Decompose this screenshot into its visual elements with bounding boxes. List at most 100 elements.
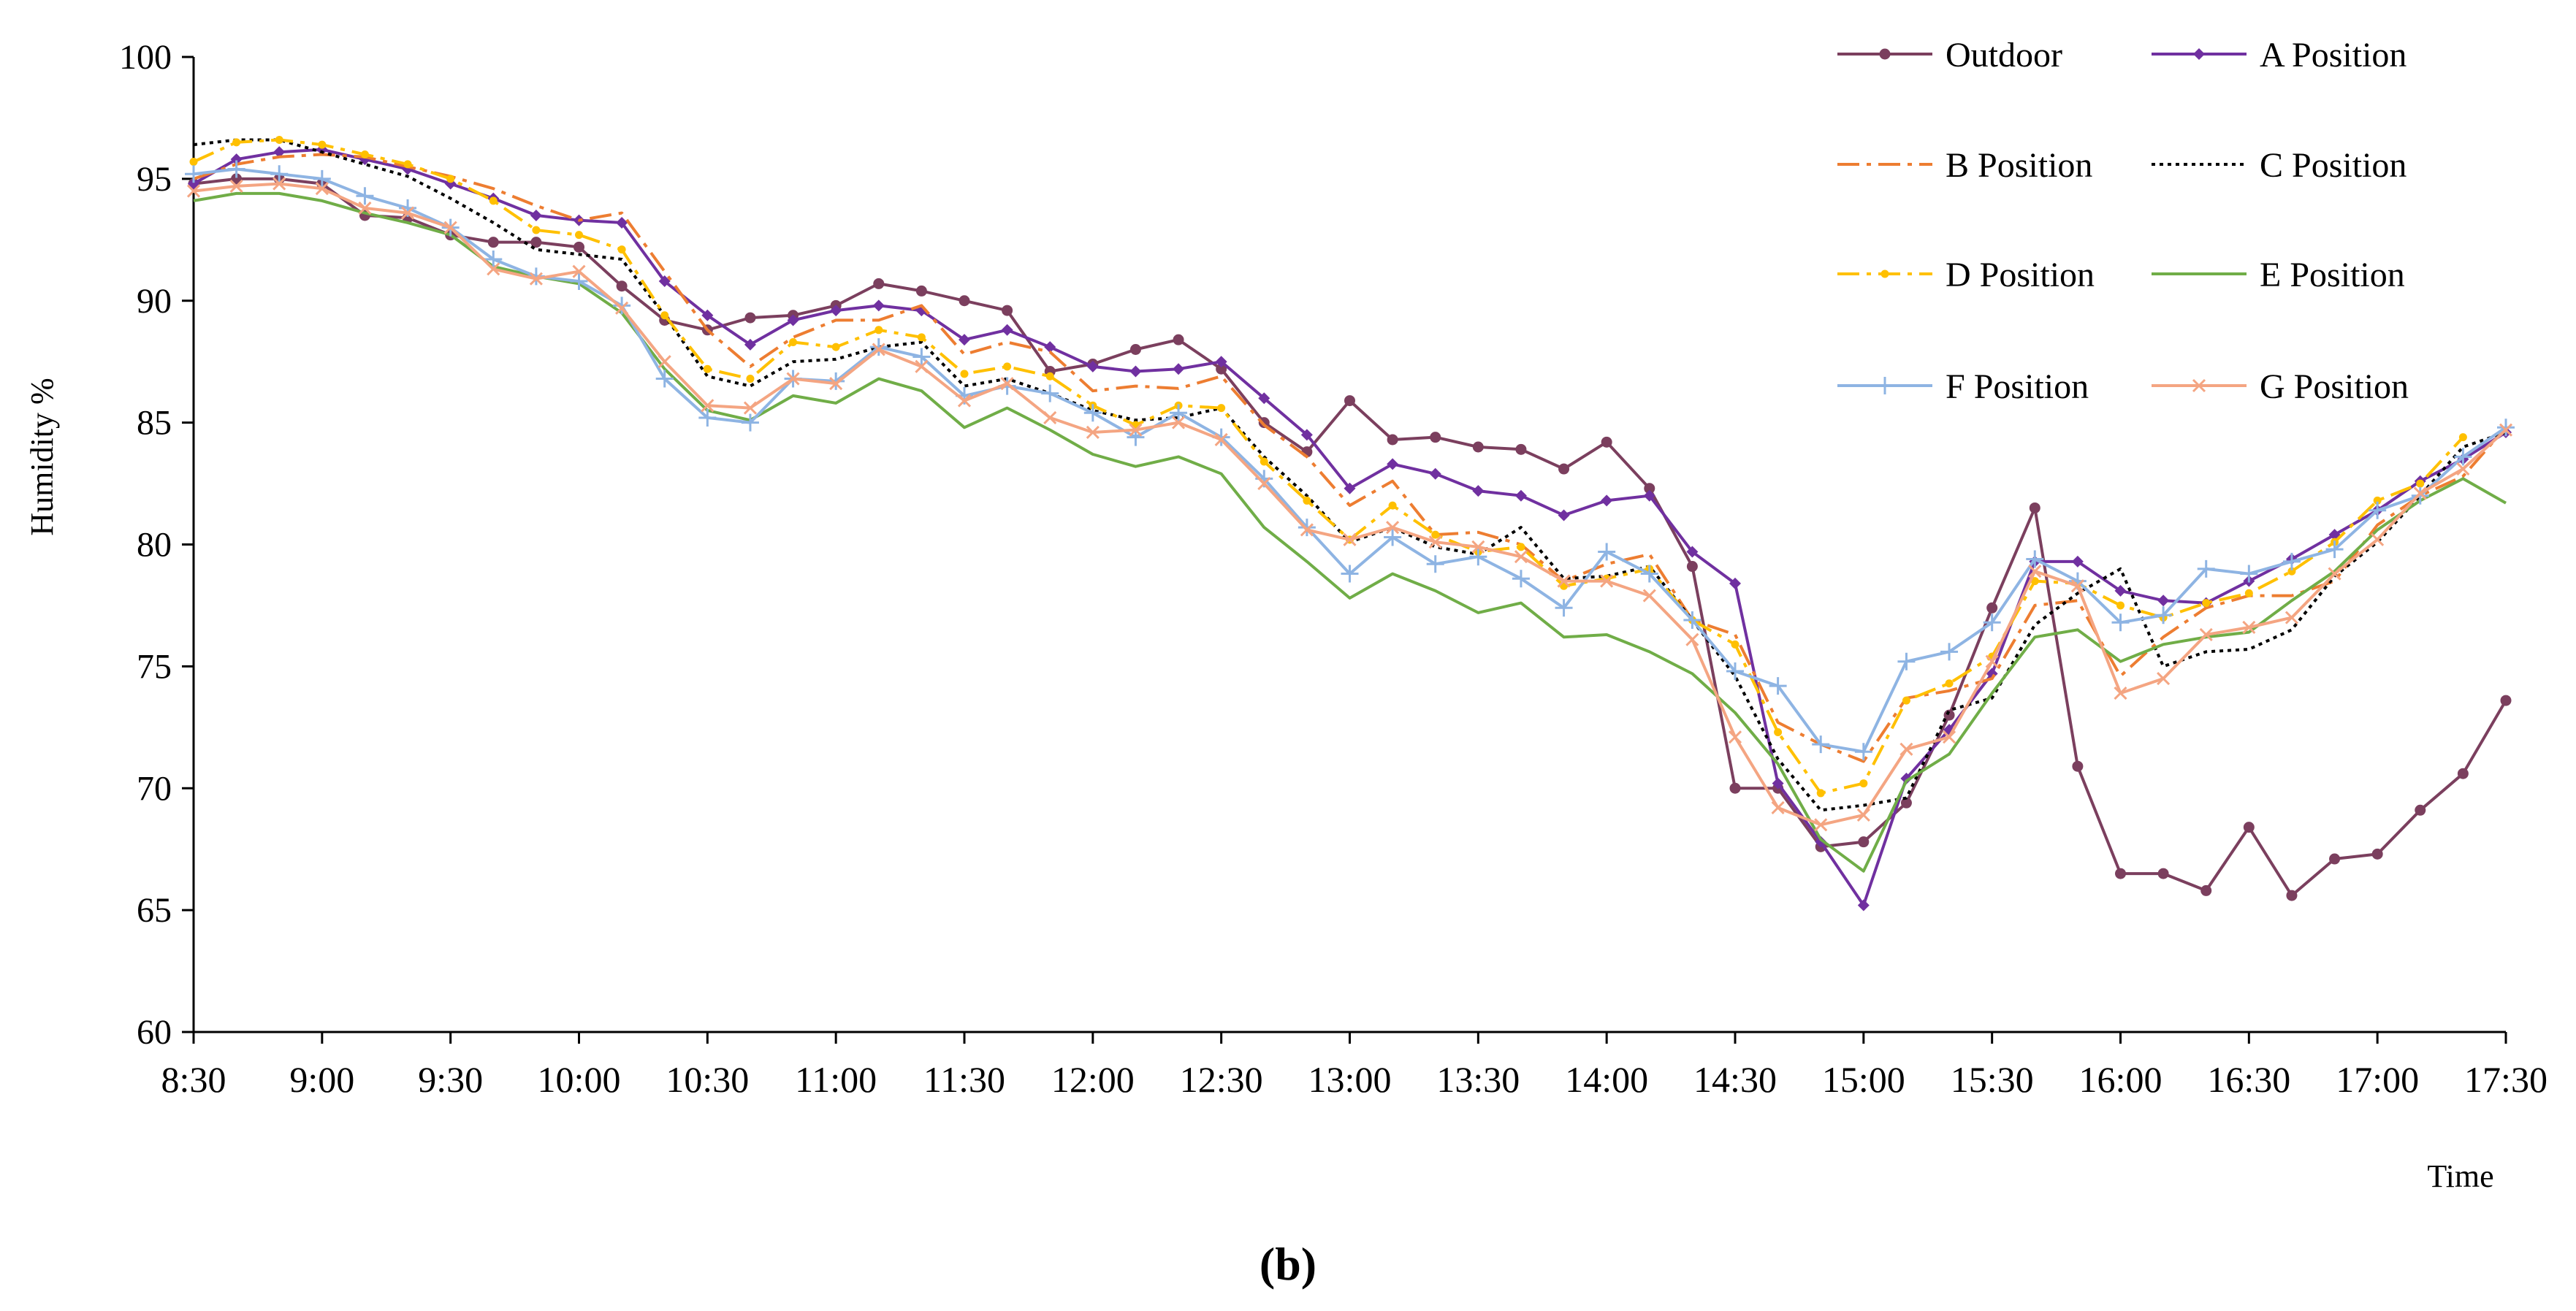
data-point-outdoor	[2115, 868, 2126, 879]
data-point-outdoor	[530, 237, 542, 248]
data-point-g-position	[915, 359, 929, 373]
legend-item-c-position: C Position	[2152, 146, 2407, 185]
data-point-g-position	[2114, 687, 2127, 700]
data-point-g-position	[1600, 574, 1614, 588]
data-point-f-position	[2497, 418, 2515, 437]
legend-marker-g-position	[2192, 378, 2206, 393]
data-point-f-position	[613, 297, 631, 315]
series-b-position	[193, 153, 2507, 763]
data-point-d-position	[1388, 501, 1397, 510]
legend-marker-outdoor	[1879, 48, 1891, 60]
legend-item-b-position: B Position	[1837, 146, 2092, 185]
data-point-f-position	[2026, 550, 2044, 568]
data-point-g-position	[1086, 425, 1100, 440]
data-point-f-position	[1170, 404, 1188, 422]
data-point-a-position	[701, 309, 714, 321]
data-point-outdoor	[487, 237, 499, 248]
data-point-f-position	[2197, 559, 2215, 578]
series-line-b-position	[193, 153, 2507, 763]
data-point-f-position	[1426, 555, 1444, 573]
data-point-d-position	[1260, 457, 1268, 466]
data-point-a-position	[872, 299, 885, 312]
data-point-d-position	[489, 196, 498, 205]
data-point-a-position	[1429, 467, 1441, 480]
data-point-a-position	[1387, 458, 1399, 470]
data-point-g-position	[315, 182, 329, 196]
data-point-g-position	[1856, 808, 1870, 822]
data-point-f-position	[1854, 743, 1872, 761]
data-point-g-position	[1899, 742, 1913, 756]
data-point-g-position	[829, 377, 843, 391]
data-point-f-position	[655, 370, 674, 388]
series-line-e-position	[193, 191, 2507, 873]
data-point-outdoor	[2029, 502, 2040, 513]
x-tick-label: 17:00	[2336, 1059, 2419, 1100]
data-point-g-position	[1814, 818, 1828, 832]
data-point-f-position	[313, 169, 331, 188]
data-point-a-position	[1900, 772, 1913, 784]
series-f-position	[185, 160, 2515, 761]
x-tick-label: 9:30	[418, 1059, 483, 1100]
data-point-g-position	[2285, 611, 2299, 624]
x-tick-label: 10:00	[538, 1059, 621, 1100]
data-point-a-position	[1815, 836, 1827, 848]
data-point-a-position	[2157, 595, 2170, 607]
data-point-d-position	[318, 140, 327, 149]
data-point-g-position	[358, 201, 372, 215]
data-point-d-position	[189, 158, 198, 167]
x-tick-label: 10:30	[666, 1059, 749, 1100]
data-point-g-position	[872, 343, 885, 356]
data-point-a-position	[1086, 360, 1099, 372]
data-point-g-position	[1728, 730, 1742, 744]
data-point-g-position	[2199, 627, 2213, 642]
data-point-f-position	[1297, 519, 1316, 537]
data-point-outdoor	[231, 173, 243, 185]
series-line-f-position	[193, 167, 2507, 754]
data-point-outdoor	[2457, 768, 2469, 779]
x-tick-label: 12:00	[1051, 1059, 1135, 1100]
data-point-g-position	[1343, 532, 1357, 546]
data-point-f-position	[2282, 552, 2301, 570]
y-axis-label: Humidity %	[24, 378, 60, 535]
data-point-f-position	[1384, 528, 1402, 546]
data-point-f-position	[270, 165, 289, 183]
data-point-g-position	[1985, 654, 1999, 668]
data-point-d-position	[660, 311, 669, 320]
data-point-f-position	[227, 160, 245, 178]
data-point-f-position	[1897, 652, 1916, 670]
data-point-outdoor	[1729, 782, 1741, 794]
data-point-a-position	[1558, 509, 1570, 521]
x-tick-label: 14:30	[1693, 1059, 1777, 1100]
data-point-f-position	[1598, 543, 1616, 561]
legend-label-g-position: G Position	[2260, 367, 2409, 406]
data-point-a-position	[1344, 482, 1356, 494]
data-point-a-position	[1686, 546, 1699, 558]
data-point-f-position	[2454, 448, 2472, 466]
data-point-outdoor	[2415, 804, 2426, 816]
data-point-outdoor	[1644, 483, 1655, 494]
data-point-outdoor	[2157, 868, 2169, 879]
data-point-d-position	[960, 370, 969, 378]
data-point-g-position	[487, 262, 500, 276]
data-point-g-position	[400, 206, 415, 220]
x-tick-label: 16:00	[2079, 1059, 2162, 1100]
data-point-d-position	[1003, 362, 1012, 371]
data-point-outdoor	[1387, 434, 1398, 446]
legend-item-g-position: G Position	[2152, 367, 2409, 406]
data-point-outdoor	[1472, 441, 1484, 453]
data-point-a-position	[530, 209, 542, 221]
data-point-d-position	[789, 337, 798, 346]
data-point-d-position	[617, 245, 626, 254]
data-point-g-position	[1214, 432, 1228, 447]
data-point-d-position	[1945, 679, 1954, 688]
data-point-outdoor	[1216, 363, 1227, 375]
data-point-g-position	[743, 401, 758, 415]
data-point-f-position	[1041, 384, 1059, 402]
data-point-d-position	[1816, 789, 1825, 798]
data-point-g-position	[443, 221, 457, 234]
data-point-g-position	[186, 184, 201, 198]
x-axis-label: Time	[2427, 1158, 2493, 1194]
data-point-a-position	[1514, 489, 1527, 502]
x-tick-label: 14:00	[1565, 1059, 1648, 1100]
